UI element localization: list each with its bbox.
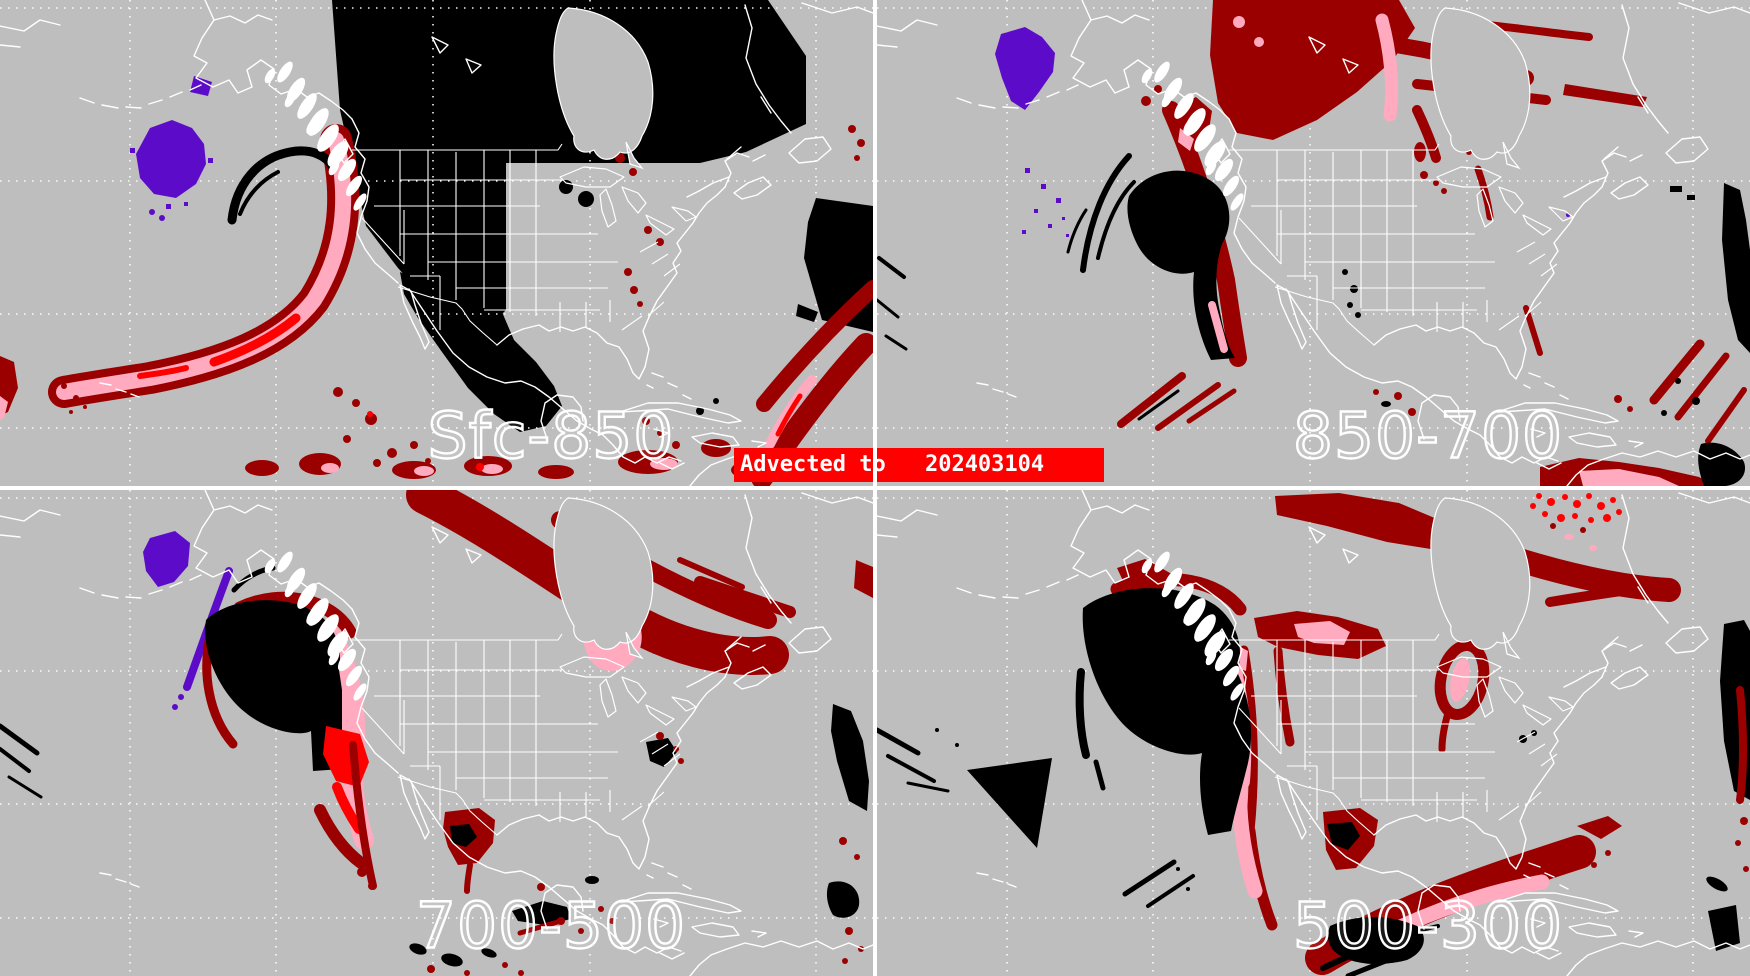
panel-sfc-850: Sfc-850 bbox=[0, 0, 873, 486]
map-canvas-850-700 bbox=[877, 0, 1750, 486]
panel-divider-horizontal bbox=[0, 486, 1750, 490]
advected-banner-prefix: Advected to bbox=[740, 452, 886, 477]
map-canvas-700-500 bbox=[0, 490, 873, 976]
layer-label-sfc-850: Sfc-850 bbox=[426, 398, 675, 473]
layer-label-850-700: 850-700 bbox=[1292, 398, 1564, 473]
advected-time-banner: Advected to 202403104 bbox=[734, 448, 1104, 482]
map-canvas-sfc-850 bbox=[0, 0, 873, 486]
panel-700-500: 700-500 bbox=[0, 490, 873, 976]
panel-500-300: 500-300 bbox=[877, 490, 1750, 976]
panel-850-700: 850-700 bbox=[877, 0, 1750, 486]
advected-banner-timestamp: 202403104 bbox=[924, 452, 1045, 477]
map-canvas-500-300 bbox=[877, 490, 1750, 976]
layer-label-700-500: 700-500 bbox=[415, 888, 687, 963]
layer-label-500-300: 500-300 bbox=[1292, 888, 1564, 963]
